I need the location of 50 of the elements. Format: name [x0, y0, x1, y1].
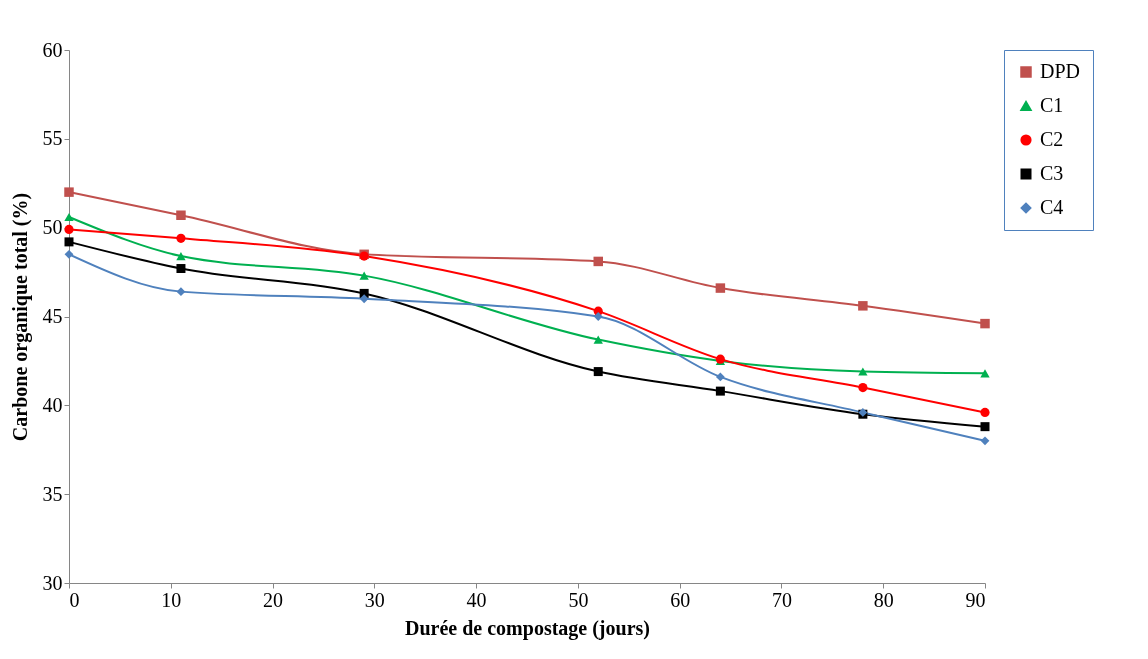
point — [715, 386, 725, 396]
x-tick-label: 80 — [873, 588, 894, 611]
x-tick-label: 40 — [466, 588, 487, 611]
y-tick-label: 30 — [42, 571, 63, 594]
y-tick-label: 45 — [42, 305, 63, 327]
legend-label: C2 — [1040, 128, 1064, 150]
point — [980, 422, 990, 432]
x-tick-label: 30 — [364, 588, 385, 611]
point — [176, 287, 186, 297]
legend-label: C3 — [1040, 162, 1064, 184]
x-tick-label: 20 — [263, 588, 284, 611]
point — [858, 367, 868, 376]
point — [64, 224, 74, 235]
point — [858, 301, 868, 311]
point — [176, 233, 186, 243]
point — [359, 271, 369, 280]
point — [715, 283, 726, 293]
y-tick-label: 55 — [42, 127, 63, 150]
x-axis-title: Durée de compostage (jours) — [405, 616, 650, 640]
x-tick-label: 10 — [161, 588, 182, 611]
point — [980, 318, 990, 329]
x-tick-label: 50 — [568, 588, 589, 611]
point — [715, 372, 725, 382]
x-tick-label: 0 — [69, 588, 80, 611]
point — [593, 335, 603, 344]
x-tick-label: 70 — [771, 588, 792, 611]
legend-label: C1 — [1040, 94, 1064, 116]
point — [64, 187, 74, 197]
y-axis-title: Carbone organique total (%) — [8, 192, 32, 442]
x-tick-label: 90 — [965, 588, 986, 611]
point — [176, 252, 186, 261]
point — [176, 210, 186, 220]
point — [980, 436, 990, 446]
y-tick-label: 60 — [42, 38, 63, 61]
point — [593, 312, 603, 321]
y-tick-label: 40 — [42, 393, 63, 416]
point — [593, 367, 603, 377]
point — [64, 249, 74, 259]
legend-label: C4 — [1040, 196, 1064, 218]
point — [593, 256, 603, 267]
legend-label: DPD — [1040, 60, 1081, 82]
point — [858, 382, 868, 393]
point — [64, 237, 74, 247]
y-tick-label: 50 — [42, 216, 63, 239]
point — [64, 212, 74, 222]
point — [359, 294, 369, 304]
point — [176, 264, 186, 274]
point — [980, 407, 990, 418]
y-tick-label: 35 — [42, 482, 63, 505]
x-tick-label: 60 — [670, 588, 691, 611]
